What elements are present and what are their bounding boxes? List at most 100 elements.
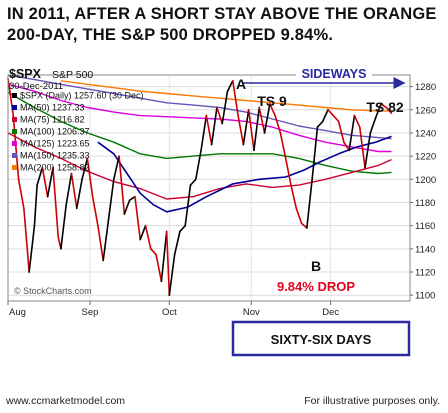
- headline: IN 2011, AFTER A SHORT STAY ABOVE THE OR…: [7, 4, 443, 46]
- footer-disclaimer: For illustrative purposes only.: [304, 395, 440, 407]
- chart-symbol-name: S&P 500: [52, 69, 93, 81]
- y-tick-label: 1260: [415, 105, 436, 116]
- price-segment: [118, 155, 126, 215]
- price-segment: [155, 253, 163, 283]
- legend-entry: $SPX (Daily) 1257.60 (30 Dec): [20, 91, 144, 101]
- y-tick-label: 1200: [415, 175, 436, 186]
- legend-swatch: [12, 93, 17, 98]
- price-segment: [279, 132, 287, 160]
- price-segment: [353, 114, 361, 128]
- price-segment: [385, 106, 393, 115]
- price-segment: [23, 207, 30, 273]
- price-segment: [168, 253, 176, 297]
- y-tick-label: 1140: [415, 244, 435, 255]
- price-segment: [274, 114, 282, 134]
- price-segment: [139, 224, 147, 241]
- price-segment: [144, 224, 152, 250]
- price-segment: [300, 222, 308, 229]
- price-segment: [253, 106, 261, 152]
- drop-label: 9.84% DROP: [277, 279, 355, 294]
- x-tick-label: Nov: [243, 307, 260, 318]
- y-tick-label: 1240: [415, 128, 436, 139]
- legend-swatch: [12, 129, 17, 134]
- price-segment: [205, 114, 213, 146]
- price-segment: [200, 114, 208, 152]
- price-segment: [70, 172, 78, 210]
- price-segment: [123, 199, 131, 215]
- price-segment: [306, 178, 313, 229]
- price-segment: [107, 178, 115, 221]
- x-axis: Aug Sep Oct Nov Dec: [7, 301, 339, 318]
- legend-entry: MA(200) 1258.82: [20, 163, 90, 173]
- price-segment: [237, 114, 245, 146]
- ts82-label: TS 82: [366, 99, 404, 115]
- price-segment: [17, 178, 25, 210]
- price-segment: [247, 108, 255, 152]
- price-segment: [184, 184, 192, 227]
- price-segment: [160, 230, 168, 283]
- price-segment: [128, 195, 136, 201]
- price-segment: [189, 178, 197, 186]
- legend-swatch: [12, 141, 17, 146]
- price-segment: [165, 230, 171, 297]
- price-segment: [311, 126, 319, 181]
- price-segment: [179, 224, 186, 233]
- series-price: [7, 77, 393, 297]
- price-segment: [221, 90, 229, 125]
- price-segment: [81, 157, 89, 181]
- price-segment: [369, 117, 377, 134]
- price-segment: [216, 106, 224, 125]
- x-tick-label: Dec: [322, 307, 339, 318]
- price-segment: [102, 219, 110, 262]
- price-segment: [364, 132, 372, 169]
- sixty-six-days-box: [231, 320, 411, 357]
- price-segment: [263, 103, 271, 134]
- legend: $SPX (Daily) 1257.60 (30 Dec) MA(50) 1237…: [12, 91, 144, 173]
- label-b: B: [311, 258, 321, 274]
- headline-line-2: 200-DAY, THE S&P 500 DROPPED 9.84%.: [7, 26, 334, 44]
- price-segment: [36, 166, 44, 186]
- label-a: A: [236, 76, 246, 92]
- price-segment: [194, 149, 202, 181]
- chart-date: 30-Dec-2011: [9, 81, 63, 92]
- price-segment: [33, 184, 38, 227]
- plot-frame: [7, 74, 411, 302]
- series-ma200: [60, 80, 392, 112]
- series-ma100: [7, 91, 392, 175]
- sideways-label-bg: [296, 64, 372, 82]
- price-segment: [316, 120, 324, 128]
- legend-entry: MA(75) 1216.82: [20, 115, 85, 125]
- price-segment: [41, 166, 49, 198]
- sideways-label: SIDEWAYS: [302, 67, 367, 81]
- legend-entry: MA(150) 1235.33: [20, 151, 90, 161]
- x-tick-label: Sep: [82, 307, 99, 318]
- price-segment: [348, 114, 356, 152]
- y-tick-label: 1180: [415, 198, 435, 209]
- price-segment: [28, 224, 36, 273]
- price-segment: [284, 157, 292, 186]
- y-tick-label: 1120: [415, 268, 435, 279]
- price-segment: [290, 184, 298, 210]
- price-segment: [86, 157, 94, 198]
- headline-line-1: IN 2011, AFTER A SHORT STAY ABOVE THE OR…: [7, 5, 437, 23]
- y-tick-label: 1100: [415, 291, 435, 302]
- price-segment: [210, 106, 218, 146]
- price-segment: [52, 166, 60, 239]
- price-segment: [75, 178, 83, 210]
- series-ma75: [7, 132, 392, 200]
- price-segment: [374, 103, 382, 119]
- legend-swatch: [12, 105, 17, 110]
- chart-symbol: $SPX: [9, 67, 42, 81]
- y-tick-label: 1160: [415, 221, 435, 232]
- price-segment: [97, 224, 105, 262]
- price-segment: [321, 108, 329, 123]
- price-segment: [269, 103, 276, 117]
- legend-entry: MA(100) 1206.37: [20, 127, 90, 137]
- price-segment: [332, 114, 340, 123]
- price-segment: [112, 155, 120, 181]
- price-segment: [46, 166, 54, 198]
- series-layer: [7, 74, 393, 297]
- price-segment: [60, 204, 67, 250]
- y-tick-label: 1280: [415, 82, 436, 93]
